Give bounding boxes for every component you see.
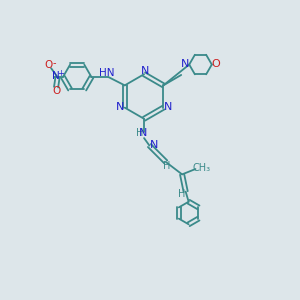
Text: N: N bbox=[164, 102, 172, 112]
Text: N: N bbox=[140, 66, 149, 76]
Text: H: H bbox=[136, 128, 143, 138]
Text: O: O bbox=[44, 60, 53, 70]
Text: H: H bbox=[178, 189, 185, 199]
Text: +: + bbox=[57, 69, 64, 78]
Text: H: H bbox=[163, 161, 171, 171]
Text: N: N bbox=[116, 102, 124, 112]
Text: CH₃: CH₃ bbox=[193, 163, 211, 173]
Text: HN: HN bbox=[99, 68, 115, 78]
Text: O: O bbox=[212, 59, 220, 69]
Text: N: N bbox=[52, 71, 60, 81]
Text: N: N bbox=[181, 59, 189, 69]
Text: N: N bbox=[139, 128, 148, 138]
Text: O: O bbox=[52, 86, 60, 96]
Text: N: N bbox=[150, 140, 158, 150]
Text: -: - bbox=[53, 58, 56, 68]
